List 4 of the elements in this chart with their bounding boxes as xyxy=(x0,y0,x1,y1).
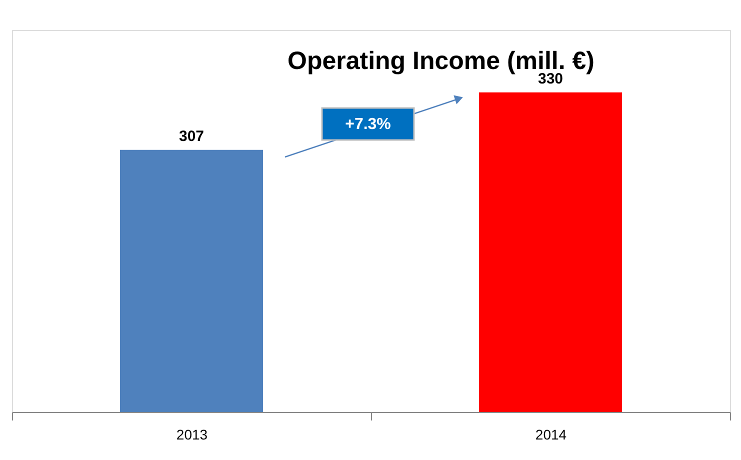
x-tick-label: 2013 xyxy=(176,426,208,442)
x-tick-label: 2014 xyxy=(535,426,567,442)
data-label: 307 xyxy=(178,128,204,145)
annotation: +7.3% xyxy=(345,116,391,133)
